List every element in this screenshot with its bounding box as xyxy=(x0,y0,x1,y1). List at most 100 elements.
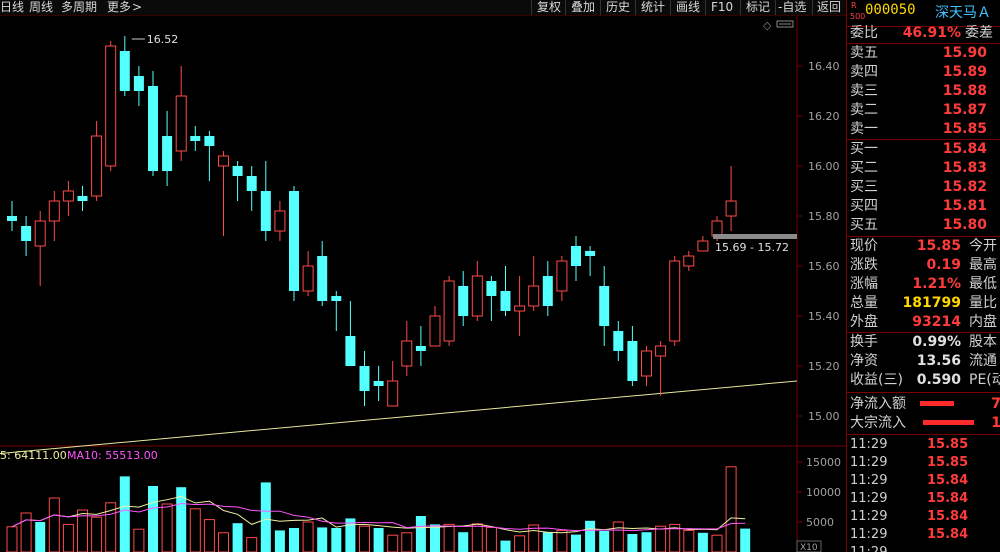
candle[interactable] xyxy=(725,166,737,231)
ask-level-5-label: 卖五 xyxy=(850,45,878,61)
candle[interactable] xyxy=(34,211,46,286)
volume-bar xyxy=(500,540,511,552)
candle[interactable] xyxy=(133,66,144,106)
candle[interactable] xyxy=(683,251,695,271)
candle[interactable] xyxy=(148,71,158,176)
candle[interactable] xyxy=(443,276,455,346)
candle[interactable] xyxy=(655,341,667,396)
candle[interactable] xyxy=(627,326,638,386)
adjust-rights-button[interactable]: 复权 xyxy=(537,0,562,14)
candle[interactable] xyxy=(571,236,581,281)
trendline[interactable] xyxy=(0,380,798,454)
ask-level-1: 卖一 15.85 xyxy=(847,120,1000,138)
statistics-button[interactable]: 统计 xyxy=(641,0,666,14)
volume-tick-label: 15000 xyxy=(806,456,841,469)
toolbar-divider xyxy=(531,0,532,15)
candle[interactable] xyxy=(585,246,596,276)
candle[interactable] xyxy=(204,131,215,181)
volume-bar xyxy=(697,532,708,552)
stock-name[interactable]: 深天马Ａ xyxy=(935,5,991,21)
candle[interactable] xyxy=(260,161,271,241)
divider xyxy=(847,139,1000,140)
candle-body xyxy=(683,255,695,267)
candle[interactable] xyxy=(415,326,426,366)
candle[interactable] xyxy=(190,126,201,151)
overlay-button[interactable]: 叠加 xyxy=(571,0,596,14)
candle[interactable] xyxy=(331,291,342,331)
candle[interactable] xyxy=(62,181,74,216)
tab-multi-period[interactable]: 多周期 xyxy=(61,0,98,14)
candle[interactable] xyxy=(105,41,117,171)
fund-flow-bar xyxy=(920,401,954,406)
panel-toggle-icon[interactable] xyxy=(776,20,794,28)
tab-weekly[interactable]: 周线 xyxy=(29,0,54,14)
candle[interactable] xyxy=(599,266,610,346)
candle[interactable] xyxy=(232,161,243,201)
candle[interactable] xyxy=(289,186,299,301)
candle[interactable] xyxy=(528,256,540,311)
tick-price: 15.85 xyxy=(927,437,969,452)
back-button[interactable]: 返回 xyxy=(817,0,842,14)
candle-body xyxy=(711,220,723,237)
volume-ma5-line xyxy=(11,496,746,534)
candle[interactable] xyxy=(21,216,32,256)
candle[interactable] xyxy=(7,201,17,231)
candle-body xyxy=(77,196,88,201)
diamond-icon[interactable]: ◇ xyxy=(763,19,772,32)
candle[interactable] xyxy=(471,261,483,321)
volume-bar xyxy=(20,512,32,552)
candle[interactable] xyxy=(514,276,526,336)
history-button[interactable]: 历史 xyxy=(606,0,631,14)
tab-daily[interactable]: 日线 xyxy=(0,0,25,14)
candle[interactable] xyxy=(175,66,187,161)
candle[interactable] xyxy=(317,241,328,306)
candle[interactable] xyxy=(119,36,130,96)
candle[interactable] xyxy=(91,121,103,201)
kline-chart[interactable]: ◇ 16.40 16.20 16.00 15.80 15.60 15.40 15.20 15.… xyxy=(0,16,846,552)
candle[interactable] xyxy=(345,301,356,366)
candle[interactable] xyxy=(486,276,497,321)
candle-body xyxy=(162,136,173,171)
candle-body xyxy=(260,191,271,231)
candle-body xyxy=(471,275,483,317)
candle[interactable] xyxy=(542,261,553,316)
volume-bar xyxy=(528,524,540,552)
order-ratio-value: 46.91% xyxy=(902,25,961,41)
fundamental-row-value: 13.56 xyxy=(916,353,961,369)
candle[interactable] xyxy=(48,191,60,241)
candle[interactable] xyxy=(359,351,370,406)
volume-bar xyxy=(274,530,285,552)
candle[interactable] xyxy=(274,201,286,241)
candle[interactable] xyxy=(246,166,257,211)
candle[interactable] xyxy=(500,266,511,316)
mark-button[interactable]: 标记 xyxy=(746,0,771,14)
candle[interactable] xyxy=(697,236,709,252)
volume-bar xyxy=(119,476,130,552)
candle[interactable] xyxy=(458,271,469,326)
candle[interactable] xyxy=(641,346,652,386)
candle-body xyxy=(599,286,610,326)
stock-code[interactable]: 000050 xyxy=(865,2,916,18)
candle[interactable] xyxy=(302,251,314,296)
draw-line-button[interactable]: 画线 xyxy=(676,0,701,14)
volume-bar xyxy=(176,487,187,552)
tab-more[interactable]: 更多 xyxy=(107,0,132,14)
candle[interactable] xyxy=(669,256,681,346)
candle-body xyxy=(218,155,229,167)
remove-watchlist-button[interactable]: -自选 xyxy=(778,0,807,14)
candle[interactable] xyxy=(77,186,88,211)
candle[interactable] xyxy=(373,366,384,401)
candle[interactable] xyxy=(162,111,173,186)
candle[interactable] xyxy=(401,321,413,376)
fund-flow-value: 7 xyxy=(991,395,1000,413)
candle[interactable] xyxy=(613,321,624,361)
volume-bar xyxy=(641,532,652,552)
candle[interactable] xyxy=(387,361,399,407)
candle[interactable] xyxy=(556,256,568,301)
candle[interactable] xyxy=(429,306,441,347)
f10-button[interactable]: F10 xyxy=(711,0,734,14)
candle[interactable] xyxy=(218,151,229,236)
bid-level-1-value: 15.84 xyxy=(942,141,987,157)
period-toolbar: 日线 周线 多周期 更多 > 复权 叠加 历史 统计 画线 F10 标记 -自选… xyxy=(0,0,846,16)
more-chevron-icon[interactable]: > xyxy=(132,0,143,14)
